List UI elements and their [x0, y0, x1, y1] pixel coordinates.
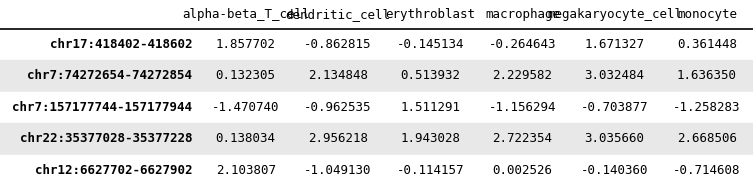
- Text: dendritic_cell: dendritic_cell: [285, 8, 390, 21]
- Text: 2.103807: 2.103807: [215, 164, 276, 177]
- Bar: [0, 0, 753, 29]
- Text: 1.671327: 1.671327: [584, 38, 645, 51]
- Text: alpha-beta_T_cell: alpha-beta_T_cell: [182, 8, 309, 21]
- Text: 1.943028: 1.943028: [400, 132, 460, 145]
- Text: 0.132305: 0.132305: [215, 70, 276, 82]
- Text: -0.862815: -0.862815: [304, 38, 372, 51]
- Text: 2.229582: 2.229582: [492, 70, 553, 82]
- Text: 0.513932: 0.513932: [400, 70, 460, 82]
- Text: -1.470740: -1.470740: [212, 101, 279, 114]
- Text: -0.114157: -0.114157: [396, 164, 464, 177]
- Bar: [0, 60, 753, 92]
- Bar: [0, 155, 753, 186]
- Text: chr17:418402-418602: chr17:418402-418602: [50, 38, 192, 51]
- Text: monocyte: monocyte: [677, 8, 737, 21]
- Text: chr12:6627702-6627902: chr12:6627702-6627902: [35, 164, 192, 177]
- Text: 1.857702: 1.857702: [215, 38, 276, 51]
- Text: -0.714608: -0.714608: [673, 164, 741, 177]
- Text: chr22:35377028-35377228: chr22:35377028-35377228: [20, 132, 192, 145]
- Text: 1.636350: 1.636350: [677, 70, 737, 82]
- Text: megakaryocyte_cell: megakaryocyte_cell: [547, 8, 682, 21]
- Bar: [0, 123, 753, 155]
- Text: 0.002526: 0.002526: [492, 164, 553, 177]
- Text: -1.049130: -1.049130: [304, 164, 372, 177]
- Text: 3.032484: 3.032484: [584, 70, 645, 82]
- Text: 1.511291: 1.511291: [400, 101, 460, 114]
- Text: 0.138034: 0.138034: [215, 132, 276, 145]
- Text: -0.703877: -0.703877: [581, 101, 648, 114]
- Text: -1.156294: -1.156294: [489, 101, 556, 114]
- Text: chr7:157177744-157177944: chr7:157177744-157177944: [12, 101, 192, 114]
- Bar: [0, 92, 753, 123]
- Text: 0.361448: 0.361448: [677, 38, 737, 51]
- Text: 2.668506: 2.668506: [677, 132, 737, 145]
- Text: 2.134848: 2.134848: [308, 70, 368, 82]
- Text: -1.258283: -1.258283: [673, 101, 741, 114]
- Text: chr7:74272654-74272854: chr7:74272654-74272854: [27, 70, 192, 82]
- Text: -0.264643: -0.264643: [489, 38, 556, 51]
- Text: -0.962535: -0.962535: [304, 101, 372, 114]
- Text: macrophage: macrophage: [485, 8, 560, 21]
- Text: 2.956218: 2.956218: [308, 132, 368, 145]
- Text: 2.722354: 2.722354: [492, 132, 553, 145]
- Text: -0.140360: -0.140360: [581, 164, 648, 177]
- Text: erythroblast: erythroblast: [385, 8, 475, 21]
- Bar: [0, 29, 753, 60]
- Text: -0.145134: -0.145134: [396, 38, 464, 51]
- Text: 3.035660: 3.035660: [584, 132, 645, 145]
